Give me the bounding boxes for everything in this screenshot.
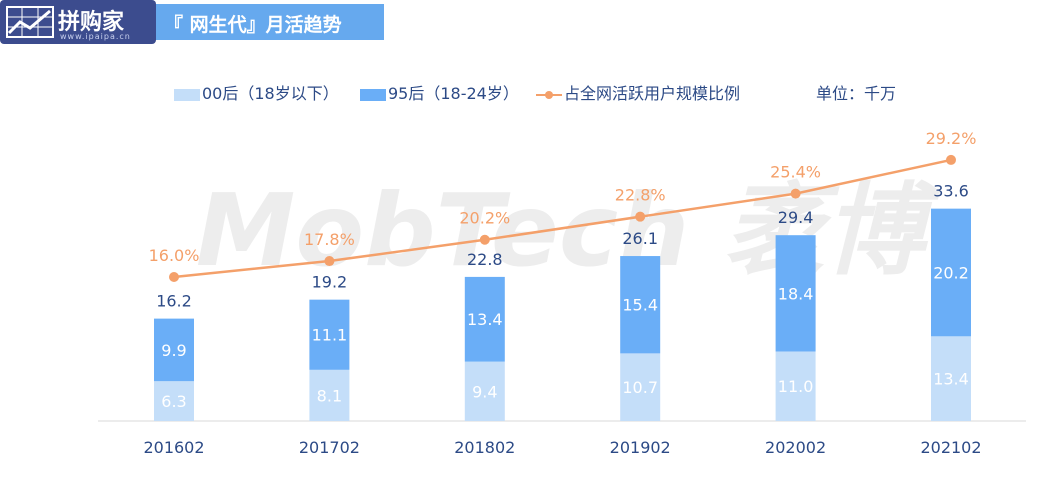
bar-00-202102 (931, 336, 971, 421)
label-95-201902: 15.4 (622, 296, 658, 315)
legend-item-ratio: 占全网活跃用户规模比例 (536, 82, 740, 106)
brand-name: 拼购家 (58, 10, 125, 35)
ratio-label-202102: 29.2% (926, 129, 977, 148)
ratio-label-201702: 17.8% (304, 230, 355, 249)
label-total-201602: 16.2 (156, 292, 192, 311)
ratio-label-201602: 16.0% (149, 246, 200, 265)
label-00-202002: 11.0 (778, 377, 814, 396)
bar-95-202102 (931, 208, 971, 337)
ratio-point-201702 (324, 256, 335, 267)
label-95-202102: 20.2 (933, 263, 969, 282)
x-tick-201802: 201802 (454, 438, 515, 457)
legend-label-95: 95后（18-24岁） (388, 84, 519, 103)
ratio-line (173, 158, 952, 279)
ratio-point-201602 (169, 272, 179, 282)
ratio-label-201902: 22.8% (615, 186, 666, 205)
legend-item-00: 00后（18岁以下） (174, 82, 339, 106)
page-title: 『 网生代』月活趋势 (164, 14, 342, 36)
label-total-201802: 22.8 (467, 250, 503, 269)
x-tick-202002: 202002 (765, 438, 826, 457)
label-total-202002: 29.4 (778, 208, 814, 227)
label-00-201802: 9.4 (472, 382, 497, 401)
legend-swatch-95 (360, 88, 386, 101)
label-00-201602: 6.3 (161, 392, 186, 411)
title-bar: 『 网生代』月活趋势 (156, 4, 384, 40)
bar-95-201902 (620, 256, 661, 354)
bar-00-201802 (464, 361, 505, 421)
ratio-point-202002 (790, 188, 801, 199)
label-00-201902: 10.7 (622, 378, 658, 397)
x-tick-202102: 202102 (920, 438, 981, 457)
label-total-202102: 33.6 (933, 182, 969, 201)
brand-url: www.ipaipa.cn (60, 32, 131, 41)
bar-95-201602 (154, 318, 194, 382)
legend-label-00: 00后（18岁以下） (202, 84, 339, 103)
label-total-201902: 26.1 (622, 229, 658, 248)
legend-line-ratio (536, 89, 562, 101)
x-tick-201902: 201902 (610, 438, 671, 457)
bar-95-201702 (309, 299, 350, 370)
legend-unit: 单位：千万 (816, 84, 897, 103)
bar-00-202002 (775, 351, 816, 421)
legend-swatch-00 (174, 88, 200, 101)
bar-00-201902 (620, 353, 661, 421)
label-95-202002: 18.4 (778, 284, 814, 303)
watermark-text: MobTech 袤博 (196, 172, 941, 289)
x-tick-201702: 201702 (299, 438, 360, 457)
bar-95-202002 (775, 235, 816, 352)
label-00-201702: 8.1 (317, 386, 342, 405)
legend-label-ratio: 占全网活跃用户规模比例 (564, 84, 741, 103)
legend-item-95: 95后（18-24岁） (360, 82, 519, 106)
label-total-201702: 19.2 (312, 273, 348, 292)
ratio-point-201802 (479, 234, 490, 245)
label-95-201702: 11.1 (312, 326, 348, 345)
ratio-label-202002: 25.4% (770, 163, 821, 182)
label-95-201802: 13.4 (467, 310, 503, 329)
ratio-label-201802: 20.2% (459, 209, 510, 228)
ratio-point-201902 (635, 211, 646, 222)
bar-95-201802 (464, 276, 505, 362)
brand-logo: 拼购家 www.ipaipa.cn (0, 0, 156, 44)
bar-00-201602 (154, 381, 194, 421)
chart-logo-icon (6, 6, 54, 38)
bar-00-201702 (309, 369, 350, 421)
ratio-point-202102 (946, 154, 956, 165)
label-95-201602: 9.9 (161, 341, 186, 360)
x-tick-201602: 201602 (143, 438, 204, 457)
label-00-202102: 13.4 (933, 370, 969, 389)
